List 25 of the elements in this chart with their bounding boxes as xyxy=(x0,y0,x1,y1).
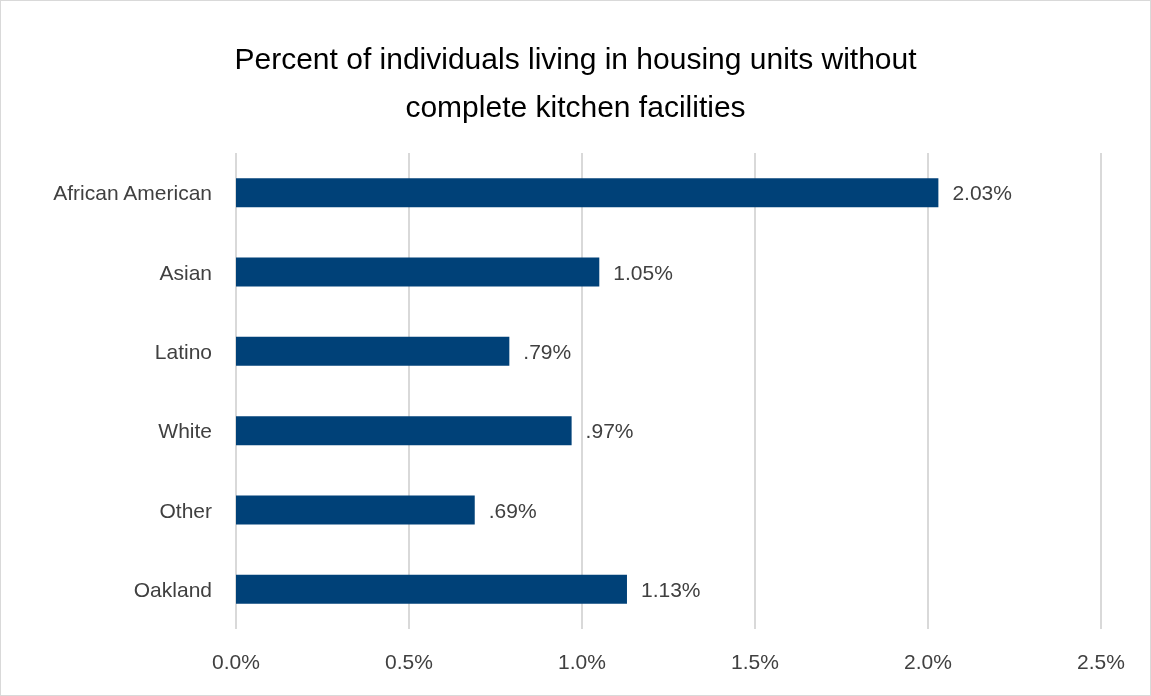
x-tick-label: 2.0% xyxy=(904,650,952,673)
data-label: 1.05% xyxy=(613,260,673,284)
x-tick-label: 1.5% xyxy=(731,650,779,673)
data-label: .69% xyxy=(488,498,537,522)
bar xyxy=(236,257,600,287)
bar xyxy=(236,178,939,208)
data-label: 1.13% xyxy=(640,577,701,601)
x-tick-label: 0.5% xyxy=(385,650,433,673)
y-tick-label: White xyxy=(158,419,212,443)
bar xyxy=(236,574,627,604)
x-tick-label: 0.0% xyxy=(212,650,260,673)
bar xyxy=(236,416,572,446)
bar xyxy=(236,495,475,525)
x-tick-label: 2.5% xyxy=(1077,650,1125,673)
data-label: .79% xyxy=(523,339,572,363)
data-label: 2.03% xyxy=(952,181,1012,205)
bar xyxy=(236,336,510,366)
y-tick-label: African American xyxy=(53,181,212,205)
y-tick-label: Asian xyxy=(159,260,212,284)
x-tick-label: 1.0% xyxy=(558,650,606,673)
y-tick-label: Latino xyxy=(154,339,212,363)
chart-title: Percent of individuals living in housing units without complete kitchen facilities xyxy=(234,41,918,123)
y-tick-label: Oakland xyxy=(133,577,212,601)
data-label: .97% xyxy=(585,419,634,443)
y-tick-label: Other xyxy=(159,498,212,522)
